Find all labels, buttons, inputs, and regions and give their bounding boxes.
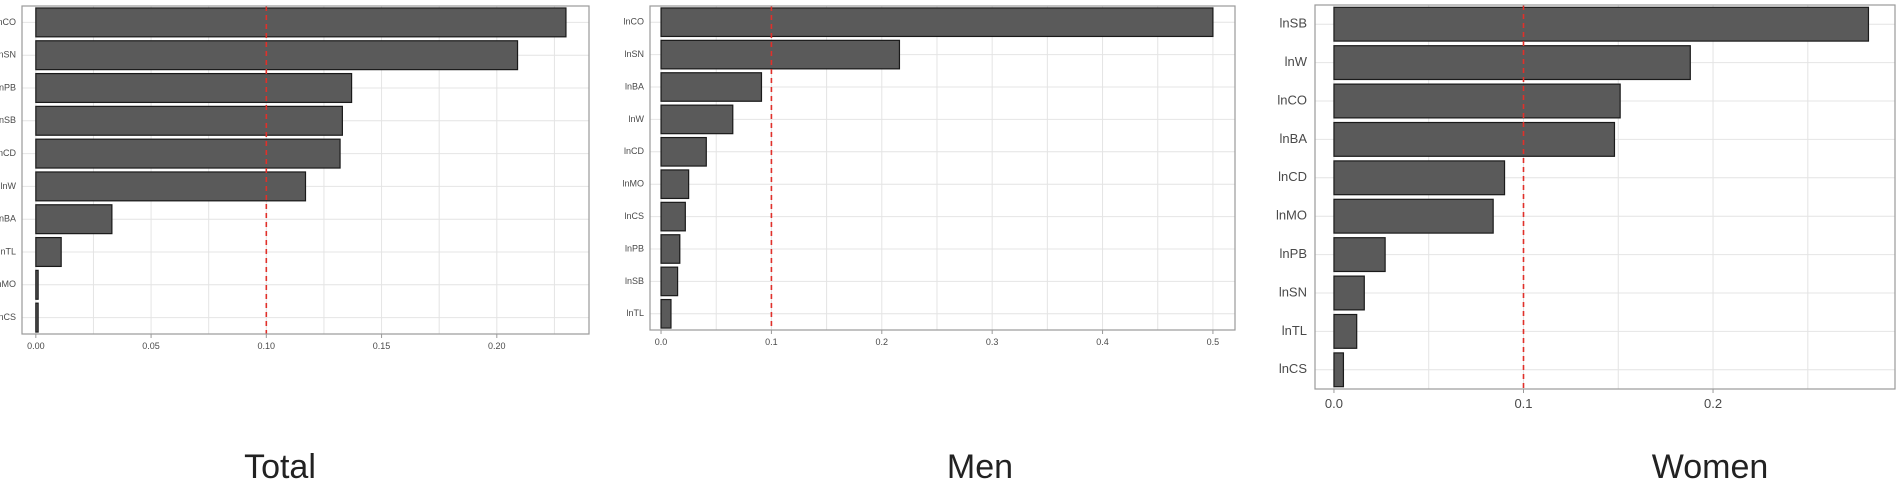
total-category-label-lnCO: lnCO	[0, 17, 16, 27]
men-category-label-lnSN: lnSN	[624, 49, 644, 59]
men-plot-frame	[649, 5, 1236, 331]
men-xtick-label: 0.2	[876, 337, 889, 347]
men-xtick-label: 0.4	[1096, 337, 1109, 347]
total-xtick-label: 0.05	[142, 341, 160, 351]
men-bar-lnW	[660, 104, 734, 135]
men-bar-lnBA	[660, 72, 763, 102]
women-bar-lnPB	[1333, 237, 1386, 273]
men-category-label-lnSB: lnSB	[625, 276, 644, 286]
men-xtick-label: 0.3	[986, 337, 999, 347]
women-xtick-label: 0.1	[1514, 396, 1532, 411]
women-bar-lnBA	[1333, 121, 1616, 157]
total-chart-panel: lnCO lnSN lnPB lnSB lnCD lnW lnBA lnTL lnMO lnCS 0…	[0, 0, 600, 440]
men-chart-panel: lnCO lnSN lnBA lnW lnCD lnMO lnCS lnPB lnSB lnTL 0…	[620, 0, 1240, 440]
women-xtick-label: 0.2	[1704, 396, 1722, 411]
women-category-label-lnCS: lnCS	[1279, 361, 1308, 376]
women-bar-lnCO	[1333, 83, 1621, 119]
women-bar-lnMO	[1333, 198, 1494, 234]
men-category-label-lnTL: lnTL	[626, 308, 644, 318]
men-bar-lnCD	[660, 136, 707, 167]
total-category-label-lnBA: lnBA	[0, 214, 16, 224]
total-xtick-label: 0.00	[27, 341, 45, 351]
total-category-label-lnCS: lnCS	[0, 312, 16, 322]
women-category-label-lnCD: lnCD	[1278, 169, 1307, 184]
men-category-label-lnPB: lnPB	[625, 243, 644, 253]
women-category-label-lnSN: lnSN	[1279, 284, 1307, 299]
total-category-label-lnMO: lnMO	[0, 279, 16, 289]
total-bar-lnW	[35, 171, 307, 202]
women-chart-title: Women	[1651, 448, 1769, 486]
total-plot-frame	[21, 5, 590, 335]
men-xtick-label: 0.1	[765, 337, 778, 347]
women-xtick-label: 0.0	[1325, 396, 1343, 411]
total-xtick-label: 0.20	[488, 341, 506, 351]
men-category-label-lnMO: lnMO	[622, 179, 644, 189]
women-bar-lnCS	[1333, 352, 1345, 388]
women-bar-lnW	[1333, 45, 1691, 81]
men-bar-lnTL	[660, 298, 672, 329]
men-xtick-label: 0.0	[655, 337, 668, 347]
total-chart-svg: lnCO lnSN lnPB lnSB lnCD lnW lnBA lnTL lnMO lnCS 0…	[0, 5, 590, 351]
women-category-label-lnW: lnW	[1285, 54, 1308, 69]
total-category-label-lnPB: lnPB	[0, 82, 16, 92]
women-category-label-lnBA: lnBA	[1280, 131, 1308, 146]
total-category-label-lnSN: lnSN	[0, 50, 16, 60]
men-chart-title: Men	[946, 448, 1014, 486]
men-bar-lnSB	[660, 266, 679, 297]
total-bar-lnMO	[35, 269, 39, 300]
women-category-label-lnCO: lnCO	[1277, 92, 1307, 107]
men-chart-svg: lnCO lnSN lnBA lnW lnCD lnMO lnCS lnPB lnSB lnTL 0…	[622, 5, 1236, 347]
total-xtick-label: 0.10	[258, 341, 276, 351]
men-category-label-lnCS: lnCS	[624, 211, 644, 221]
total-bar-lnCD	[35, 138, 341, 169]
women-bar-lnSB	[1333, 6, 1870, 42]
men-bar-lnMO	[660, 169, 690, 200]
women-category-label-lnSB: lnSB	[1280, 16, 1307, 31]
total-bar-lnPB	[35, 72, 353, 104]
women-bar-lnSN	[1333, 275, 1365, 311]
women-category-label-lnPB: lnPB	[1280, 246, 1307, 261]
total-bar-lnTL	[35, 236, 62, 268]
women-plot-frame	[1314, 4, 1896, 390]
total-chart-title: Total	[244, 448, 316, 486]
women-category-label-lnMO: lnMO	[1276, 208, 1307, 223]
women-bar-lnTL	[1333, 313, 1358, 349]
total-category-label-lnCD: lnCD	[0, 148, 16, 158]
women-category-label-lnTL: lnTL	[1282, 323, 1307, 338]
total-bar-lnCS	[35, 302, 39, 333]
men-category-label-lnW: lnW	[629, 114, 645, 124]
men-bar-lnCS	[660, 201, 686, 232]
men-category-label-lnCD: lnCD	[624, 146, 645, 156]
men-bar-lnSN	[660, 39, 901, 70]
total-bar-lnCO	[35, 7, 567, 38]
men-category-label-lnBA: lnBA	[625, 81, 644, 91]
total-bar-lnBA	[35, 204, 113, 235]
total-xtick-label: 0.15	[373, 341, 391, 351]
total-bar-lnSB	[35, 105, 343, 136]
total-bar-lnSN	[35, 40, 519, 71]
women-chart-svg: lnSB lnW lnCO lnBA lnCD lnMO lnPB lnSN lnTL lnCS 0…	[1276, 4, 1896, 411]
total-category-label-lnTL: lnTL	[0, 246, 16, 256]
total-category-label-lnW: lnW	[1, 181, 17, 191]
women-chart-panel: lnSB lnW lnCO lnBA lnCD lnMO lnPB lnSN lnTL lnCS 0…	[1250, 0, 1896, 440]
men-xtick-label: 0.5	[1207, 337, 1220, 347]
men-bar-lnPB	[660, 234, 681, 264]
men-bar-lnCO	[660, 7, 1214, 38]
total-category-label-lnSB: lnSB	[0, 115, 16, 125]
men-category-label-lnCO: lnCO	[623, 17, 644, 27]
women-bar-lnCD	[1333, 160, 1506, 196]
